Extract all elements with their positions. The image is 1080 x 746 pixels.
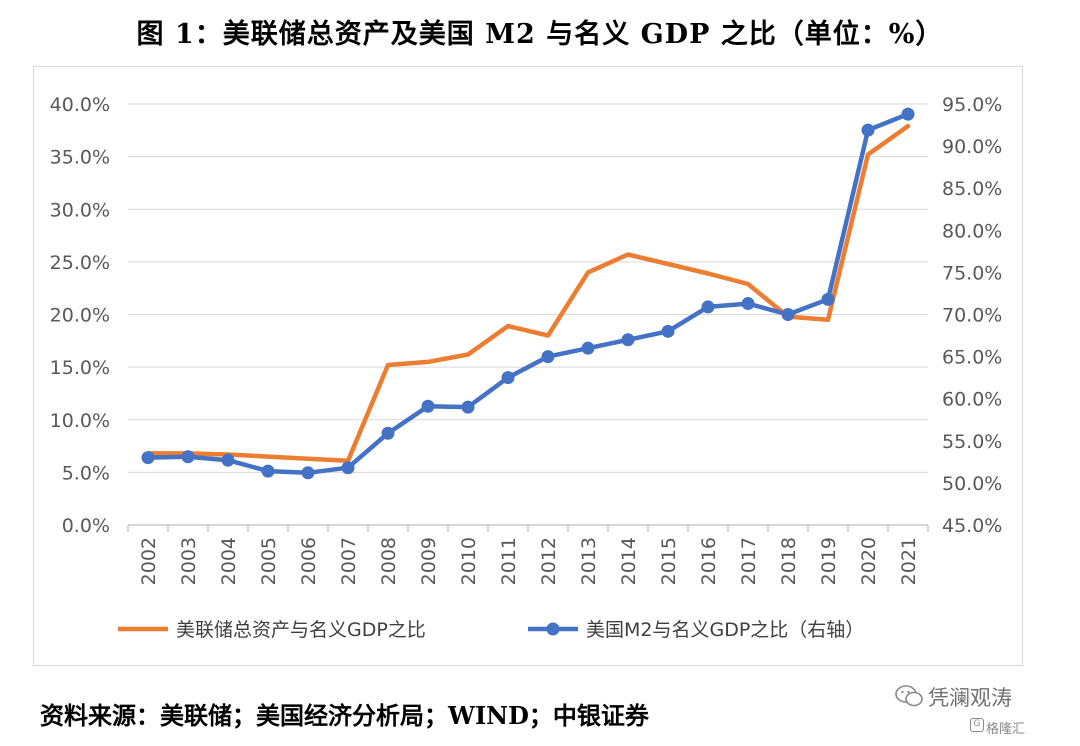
series-point	[261, 464, 275, 478]
gridlines	[128, 103, 928, 473]
series-point	[501, 371, 515, 385]
x-tick-label: 2016	[698, 537, 720, 585]
series-line-1	[145, 111, 911, 476]
y-left-tick-label: 5.0%	[62, 462, 110, 484]
y-left-tick-label: 25.0%	[50, 252, 110, 274]
x-tick-label: 2010	[458, 537, 480, 585]
x-tick-label: 2003	[178, 537, 200, 585]
series-point	[701, 300, 715, 314]
series-point	[901, 107, 915, 121]
watermark: 凭澜观涛 G 格隆汇	[886, 680, 1076, 742]
y-right-tick-label: 90.0%	[942, 136, 1002, 158]
y-left-tick-label: 30.0%	[50, 199, 110, 221]
legend-label: 美国M2与名义GDP之比（右轴）	[586, 619, 864, 641]
y-right-tick-label: 55.0%	[942, 431, 1002, 453]
y-left-tick-label: 40.0%	[50, 94, 110, 116]
series-point	[581, 341, 595, 355]
x-tick-label: 2012	[538, 537, 560, 585]
chart-frame	[33, 66, 1023, 666]
y-axis-right: 45.0% 50.0% 55.0% 60.0% 65.0% 70.0% 75.0% 80.0%…	[942, 94, 1002, 537]
x-tick-label: 2019	[818, 537, 840, 585]
x-tick-label: 2011	[498, 537, 520, 585]
gelonghui-logo-icon: G	[970, 718, 984, 732]
series-point	[741, 297, 755, 311]
x-tick-label: 2007	[338, 537, 360, 585]
x-tick-label: 2015	[658, 537, 680, 585]
series-point	[181, 450, 195, 464]
y-left-tick-label: 15.0%	[50, 357, 110, 379]
y-right-tick-label: 95.0%	[942, 94, 1002, 116]
series-point	[221, 453, 235, 467]
legend-label: 美联储总资产与名义GDP之比	[176, 619, 426, 641]
watermark-account: 凭澜观涛	[928, 686, 1012, 710]
series-point	[621, 333, 635, 347]
x-tick-label: 2013	[578, 537, 600, 585]
y-right-tick-label: 65.0%	[942, 347, 1002, 369]
series-point	[541, 350, 555, 364]
y-right-tick-label: 60.0%	[942, 389, 1002, 411]
x-tick-label: 2014	[618, 537, 640, 585]
series-lines	[141, 107, 915, 480]
series-point	[821, 292, 835, 306]
wechat-icon	[895, 685, 923, 707]
y-right-tick-label: 50.0%	[942, 473, 1002, 495]
legend: 美联储总资产与名义GDP之比 美国M2与名义GDP之比（右轴）	[118, 619, 864, 641]
x-tick-label: 2020	[858, 537, 880, 585]
series-point	[141, 451, 155, 465]
series-point	[781, 308, 795, 321]
y-axis-left: 0.0% 5.0% 10.0% 15.0% 20.0% 25.0% 30.0% 35.0% 40…	[50, 94, 110, 537]
series-point	[381, 426, 395, 440]
x-tick-label: 2018	[778, 537, 800, 585]
y-left-tick-label: 20.0%	[50, 305, 110, 327]
x-tick-label: 2009	[418, 537, 440, 585]
x-tick-label: 2017	[738, 537, 760, 585]
y-right-tick-label: 85.0%	[942, 178, 1002, 200]
series-point	[421, 399, 435, 413]
x-tick-label: 2006	[298, 537, 320, 585]
series-point	[661, 324, 675, 338]
x-tick-label: 2008	[378, 537, 400, 585]
series-point	[461, 400, 475, 414]
series-point	[341, 461, 355, 475]
source-note: 资料来源：美联储；美国经济分析局；WIND；中银证券	[40, 701, 649, 730]
y-right-tick-label: 70.0%	[942, 305, 1002, 327]
x-tick-label: 2005	[258, 537, 280, 585]
y-left-tick-label: 0.0%	[62, 515, 110, 537]
y-right-tick-label: 80.0%	[942, 220, 1002, 242]
x-tick-label: 2002	[138, 537, 160, 585]
series-point	[861, 123, 875, 137]
x-axis	[127, 524, 929, 532]
y-left-tick-label: 35.0%	[50, 147, 110, 169]
chart-title: 图 1：美联储总资产及美国 M2 与名义 GDP 之比（单位：%）	[136, 19, 944, 50]
y-right-tick-label: 75.0%	[942, 262, 1002, 284]
legend-marker	[546, 622, 560, 636]
y-right-tick-label: 45.0%	[942, 515, 1002, 537]
x-tick-labels: 2002 2003 2004 2005 2006 2007 2008 2009 2010 2011…	[138, 537, 920, 585]
x-tick-label: 2021	[898, 537, 920, 585]
y-left-tick-label: 10.0%	[50, 410, 110, 432]
series-line-0	[145, 123, 911, 464]
x-tick-label: 2004	[218, 537, 240, 585]
watermark-site: 格隆汇	[986, 722, 1026, 737]
series-point	[301, 466, 315, 480]
